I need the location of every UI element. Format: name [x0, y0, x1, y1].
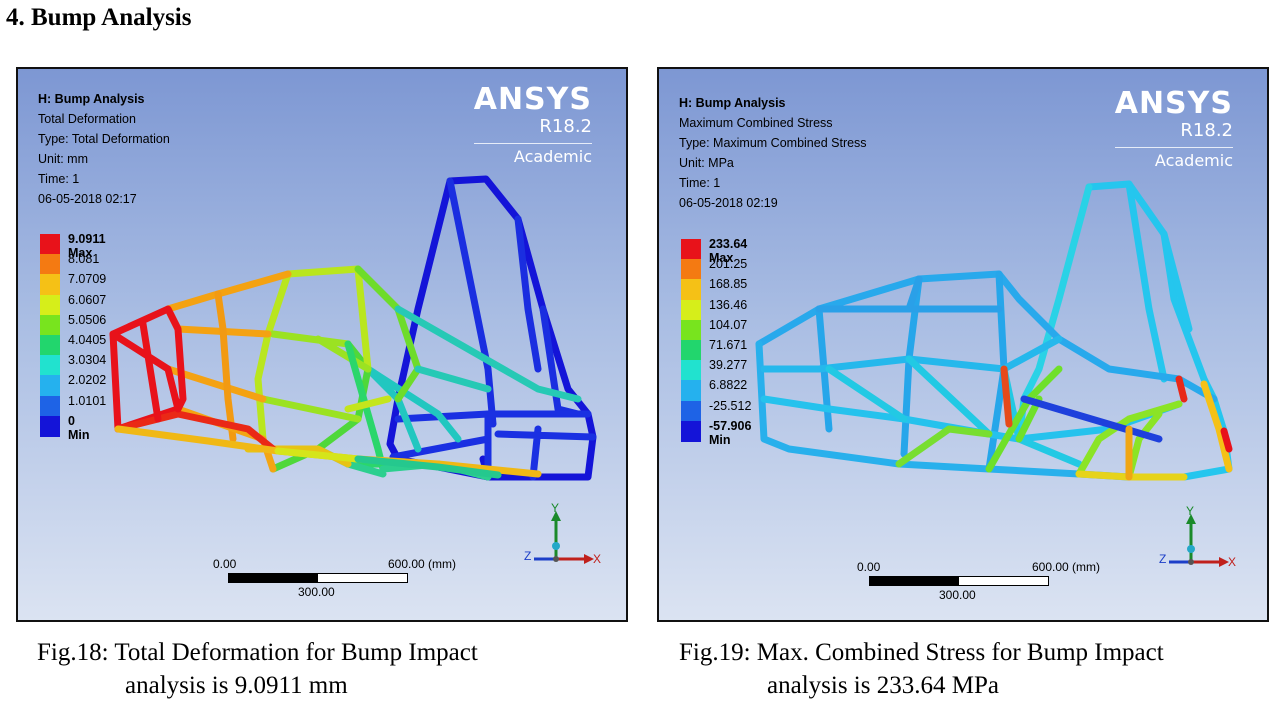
scale-bar — [869, 576, 1049, 586]
result-unit: Unit: MPa — [679, 156, 734, 170]
analysis-title: H: Bump Analysis — [679, 96, 786, 110]
legend-swatch — [681, 239, 701, 260]
legend-label: 71.671 — [709, 338, 748, 352]
axis-z-label: Z — [1159, 552, 1167, 566]
result-type: Type: Total Deformation — [38, 132, 170, 146]
legend-swatch — [40, 314, 60, 336]
scale-mid-label: 300.00 — [298, 585, 335, 599]
brand-name: ANSYS — [1114, 86, 1233, 121]
deformation-result-panel: H: Bump Analysis Total Deformation Type:… — [16, 67, 628, 622]
legend-swatch — [681, 299, 701, 321]
frame-model-deformation — [109, 175, 597, 481]
figure-caption-18: Fig.18: Total Deformation for Bump Impac… — [37, 636, 597, 702]
scale-start-label: 0.00 — [213, 557, 237, 571]
legend-label: 136.46 — [709, 297, 748, 312]
legend-label: 201.25 — [709, 257, 748, 272]
axis-y-label: Y — [551, 501, 560, 515]
legend-label: 2.0202 — [68, 373, 107, 388]
legend-swatch — [40, 254, 60, 276]
scale-mid-label: 300.00 — [939, 588, 976, 602]
result-time: Time: 1 — [38, 172, 80, 186]
scale-end-label: 600.00 (mm) — [1032, 560, 1101, 574]
legend-swatch — [40, 375, 60, 397]
axis-triad-icon — [534, 511, 594, 564]
legend-swatch — [40, 335, 60, 356]
legend-swatch — [681, 319, 701, 341]
legend-label: 6.8822 — [709, 378, 748, 393]
legend-swatch — [681, 279, 701, 301]
legend-label: 9.0911 Max — [68, 232, 106, 260]
legend-swatch — [40, 395, 60, 417]
frame-model-stress — [755, 180, 1233, 481]
result-datetime: 06-05-2018 02:17 — [38, 192, 137, 206]
brand-edition: Academic — [1114, 147, 1233, 170]
legend-label: 39.277 — [709, 358, 748, 373]
legend-label: 168.85 — [709, 277, 748, 292]
result-info-block: H: Bump Analysis Total Deformation Type:… — [38, 89, 170, 209]
scale-bar — [228, 573, 408, 583]
brand-name: ANSYS — [473, 82, 592, 117]
figure-caption-19: Fig.19: Max. Combined Stress for Bump Im… — [679, 636, 1269, 702]
result-time: Time: 1 — [679, 176, 721, 190]
stress-result-panel: H: Bump Analysis Maximum Combined Stress… — [657, 67, 1269, 622]
axis-x-label: X — [593, 552, 602, 566]
legend-swatch — [40, 415, 60, 437]
ansys-logo: ANSYS R18.2 Academic — [473, 82, 592, 166]
brand-version: R18.2 — [1180, 120, 1233, 141]
legend-label: -25.512 — [709, 398, 752, 413]
legend-swatch — [681, 340, 701, 361]
scale-start-label: 0.00 — [857, 560, 881, 574]
axis-y-label: Y — [1186, 504, 1195, 518]
result-datetime: 06-05-2018 02:19 — [679, 196, 778, 210]
result-unit: Unit: mm — [38, 152, 88, 166]
legend-swatch — [681, 400, 701, 422]
result-name: Total Deformation — [38, 112, 136, 126]
legend-label: 7.0709 — [68, 272, 107, 287]
axis-x-label: X — [1228, 555, 1237, 569]
result-name: Maximum Combined Stress — [679, 116, 833, 130]
legend-label: 4.0405 — [68, 333, 107, 347]
legend-swatch — [681, 380, 701, 402]
section-heading: 4. Bump Analysis — [6, 4, 192, 31]
legend-swatch — [40, 274, 60, 296]
caption-line: Fig.18: Total Deformation for Bump Impac… — [37, 639, 478, 666]
result-info-block: H: Bump Analysis Maximum Combined Stress… — [679, 93, 867, 213]
legend-label: 233.64 Max — [709, 237, 748, 265]
legend-swatch — [40, 355, 60, 377]
axis-triad-icon — [1169, 514, 1229, 567]
axis-z-label: Z — [524, 549, 532, 563]
legend-label: 1.0101 — [68, 393, 107, 408]
legend-swatch — [681, 259, 701, 281]
brand-edition: Academic — [473, 143, 592, 166]
caption-line: Fig.19: Max. Combined Stress for Bump Im… — [679, 639, 1164, 666]
legend-swatch — [40, 294, 60, 316]
legend-label: 0 Min — [68, 413, 90, 442]
legend-swatch — [40, 234, 60, 255]
caption-line: analysis is 233.64 MPa — [767, 672, 999, 699]
legend-label: 8.081 — [68, 252, 100, 267]
legend-label: -57.906 Min — [709, 418, 752, 447]
ansys-logo: ANSYS R18.2 Academic — [1114, 86, 1233, 170]
legend-label: 6.0607 — [68, 292, 107, 307]
scale-end-label: 600.00 (mm) — [388, 557, 457, 571]
legend-label: 5.0506 — [68, 312, 107, 327]
legend-swatch — [681, 420, 701, 442]
caption-line: analysis is 9.0911 mm — [125, 672, 348, 699]
brand-version: R18.2 — [539, 116, 592, 137]
analysis-title: H: Bump Analysis — [38, 92, 145, 106]
result-type: Type: Maximum Combined Stress — [679, 136, 867, 150]
legend-label: 3.0304 — [68, 353, 107, 368]
legend-label: 104.07 — [709, 317, 748, 332]
legend-swatch — [681, 360, 701, 382]
